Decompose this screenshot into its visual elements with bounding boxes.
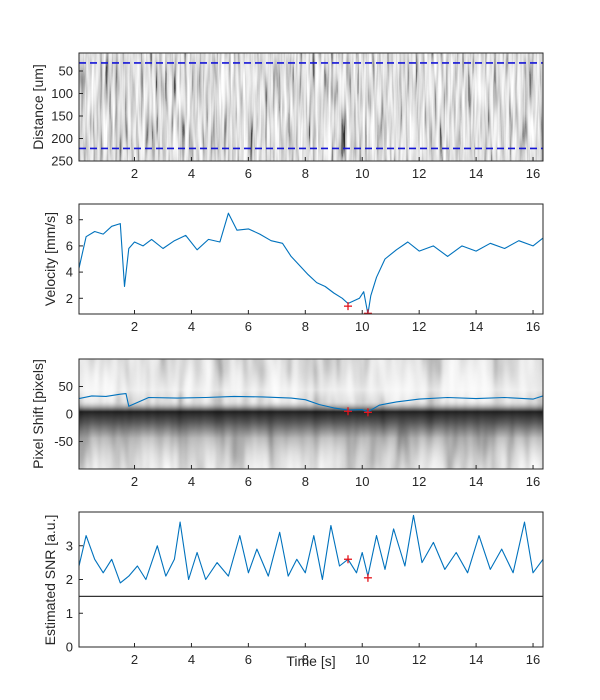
velocity-ylabel: Velocity [mm/s] (42, 212, 58, 306)
kymograph-ytick-label: 50 (59, 64, 73, 79)
snr-series-line (79, 514, 543, 584)
snr-xtick-label: 12 (412, 652, 426, 667)
pixel-shift-band (79, 359, 543, 469)
velocity-ytick-label: 4 (66, 265, 73, 280)
snr-ytick-label: 3 (66, 538, 73, 553)
velocity-axes-bg (79, 204, 543, 314)
velocity-ytick-label: 2 (66, 291, 73, 306)
kymograph-xtick-label: 12 (412, 166, 426, 181)
velocity-xtick-label: 12 (412, 319, 426, 334)
panel-kymograph: 2 4 6 8 10 12 14 16 50 100 150 200 250 Distance [um] (30, 52, 544, 181)
snr-ytick-label: 1 (66, 606, 73, 621)
pixel-shift-xtick-label: 4 (188, 474, 195, 489)
snr-xtick-label: 10 (355, 652, 369, 667)
kymograph-ytick-label: 250 (51, 154, 73, 169)
pixel-shift-ytick-label: 0 (66, 407, 73, 422)
velocity-ytick-label: 8 (66, 212, 73, 227)
velocity-xtick-label: 16 (526, 319, 540, 334)
snr-xtick-label: 14 (469, 652, 483, 667)
panel-pixel-shift: 2 4 6 8 10 12 14 16 -50 0 50 Pixel Shift [pixels] (30, 358, 544, 489)
velocity-ytick-label: 6 (66, 238, 73, 253)
velocity-xtick-label: 8 (302, 319, 309, 334)
velocity-marker (344, 302, 353, 311)
snr-marker (363, 573, 372, 582)
x-axis-label: Time [s] (286, 653, 335, 669)
panel-velocity: 2 4 6 8 10 12 14 16 2 4 6 8 Velocity [mm/s] (42, 203, 544, 334)
pixel-shift-ylabel: Pixel Shift [pixels] (30, 359, 46, 469)
pixel-shift-ytick-label: -50 (54, 434, 73, 449)
kymograph-ylabel: Distance [um] (30, 64, 46, 150)
pixel-shift-xtick-label: 14 (469, 474, 483, 489)
kymograph-xtick-label: 10 (355, 166, 369, 181)
pixel-shift-ytick-label: 50 (59, 379, 73, 394)
snr-xtick-label: 16 (526, 652, 540, 667)
kymograph-xtick-label: 6 (245, 166, 252, 181)
pixel-shift-series-line (79, 393, 543, 413)
kymograph-xtick-label: 14 (469, 166, 483, 181)
pixel-shift-marker (344, 407, 353, 416)
kymograph-ytick-label: 150 (51, 109, 73, 124)
kymograph-ytick-label: 200 (51, 131, 73, 146)
snr-marker (344, 555, 353, 564)
kymograph-axes-box (78, 52, 544, 162)
kymograph-image (79, 53, 543, 161)
snr-ylabel: Estimated SNR [a.u.] (42, 515, 58, 646)
velocity-series-line (79, 212, 543, 314)
pixel-shift-xtick-label: 8 (302, 474, 309, 489)
velocity-xtick-label: 10 (355, 319, 369, 334)
snr-xtick-label: 4 (188, 652, 195, 667)
kymograph-xtick-label: 2 (131, 166, 138, 181)
velocity-xtick-label: 2 (131, 319, 138, 334)
snr-xtick-label: 2 (131, 652, 138, 667)
velocity-marker (363, 309, 372, 314)
kymograph-xtick-label: 4 (188, 166, 195, 181)
kymograph-xtick-label: 8 (302, 166, 309, 181)
pixel-shift-xtick-label: 12 (412, 474, 426, 489)
pixel-shift-xtick-label: 10 (355, 474, 369, 489)
snr-axes-bg (79, 512, 543, 647)
snr-ytick-label: 2 (66, 572, 73, 587)
kymograph-ytick-label: 100 (51, 86, 73, 101)
velocity-xtick-label: 14 (469, 319, 483, 334)
snr-xtick-label: 6 (245, 652, 252, 667)
snr-xtick-label: 8 (302, 652, 309, 667)
velocity-axes-box (78, 203, 544, 315)
snr-ytick-label: 0 (66, 640, 73, 655)
pixel-shift-xtick-label: 16 (526, 474, 540, 489)
velocity-xtick-label: 4 (188, 319, 195, 334)
pixel-shift-xtick-label: 6 (245, 474, 252, 489)
pixel-shift-marker (363, 408, 372, 417)
pixel-shift-xtick-label: 2 (131, 474, 138, 489)
velocity-xtick-label: 6 (245, 319, 252, 334)
kymograph-xtick-label: 16 (526, 166, 540, 181)
